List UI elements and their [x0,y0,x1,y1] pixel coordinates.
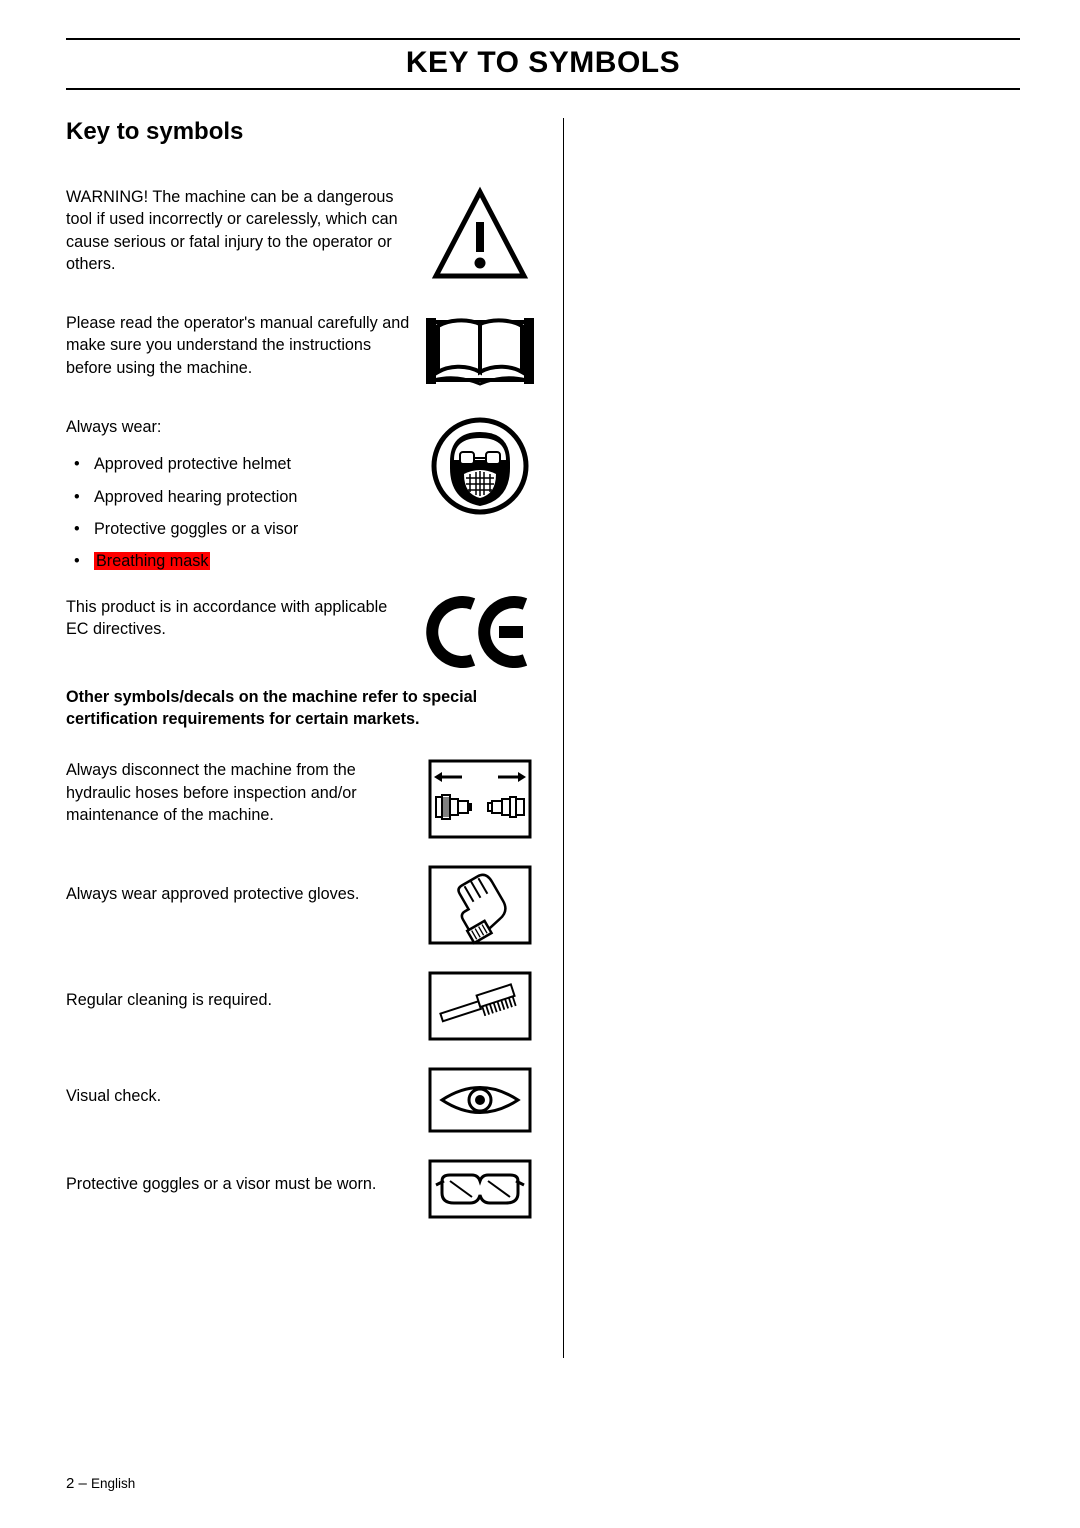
section-subheading: Key to symbols [66,118,535,146]
list-item: Approved hearing protection [68,481,413,513]
highlighted-item: Breathing mask [94,552,210,570]
eye-icon [425,1067,535,1133]
footer-dash: – [74,1475,91,1492]
symbol-entry-gloves: Always wear approved protective gloves. [66,865,535,945]
brush-icon [425,971,535,1041]
content-columns: Key to symbols WARNING! The machine can … [66,118,1020,1358]
entry-text: Please read the operator's manual carefu… [66,312,425,379]
entry-text: Always wear approved protective gloves. [66,865,425,905]
symbol-entry-goggles: Protective goggles or a visor must be wo… [66,1159,535,1219]
entry-text: Regular cleaning is required. [66,971,425,1011]
entry-text: Protective goggles or a visor must be wo… [66,1159,425,1195]
certification-note: Other symbols/decals on the machine refe… [66,686,535,731]
always-wear-label: Always wear: [66,418,161,436]
list-item: Breathing mask [68,545,413,577]
list-item: Protective goggles or a visor [68,513,413,545]
helmet-goggles-mask-icon [425,416,535,516]
symbol-entry-warning: WARNING! The machine can be a dangerous … [66,186,535,286]
ce-mark-icon [425,596,535,668]
warning-triangle-icon [425,186,535,286]
entry-text: WARNING! The machine can be a dangerous … [66,186,425,275]
symbol-entry-cleaning: Regular cleaning is required. [66,971,535,1041]
entry-text: Always disconnect the machine from the h… [66,759,425,826]
symbol-entry-visual: Visual check. [66,1067,535,1133]
entry-text: This product is in accordance with appli… [66,596,425,641]
symbol-entry-manual: Please read the operator's manual carefu… [66,312,535,390]
footer-language: English [91,1476,135,1491]
disconnect-hoses-icon [425,759,535,839]
page-title-block: KEY TO SYMBOLS [66,38,1020,90]
protective-glove-icon [425,865,535,945]
list-item: Approved protective helmet [68,448,413,480]
entry-text: Visual check. [66,1067,425,1107]
symbol-entry-ppe: Always wear: Approved protective helmet … [66,416,535,578]
page-title: KEY TO SYMBOLS [66,46,1020,80]
ppe-list: Approved protective helmet Approved hear… [66,448,413,577]
symbol-entry-ce: This product is in accordance with appli… [66,596,535,668]
symbol-entry-disconnect: Always disconnect the machine from the h… [66,759,535,839]
left-column: Key to symbols WARNING! The machine can … [66,118,564,1358]
page: KEY TO SYMBOLS Key to symbols WARNING! T… [0,0,1080,1398]
page-footer: 2 – English [66,1475,135,1492]
open-book-icon [425,312,535,390]
entry-text: Always wear: Approved protective helmet … [66,416,425,578]
goggles-icon [425,1159,535,1219]
